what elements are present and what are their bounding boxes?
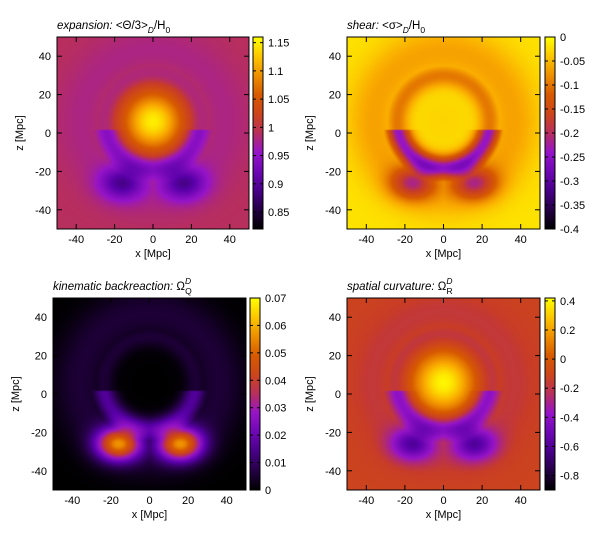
x-tick-label: -20 (107, 234, 123, 246)
x-axis-label: x [Mpc] (132, 509, 167, 521)
colorbar-tick-label: 1.1 (268, 66, 283, 78)
colorbar-tick-label: -0.25 (560, 152, 585, 164)
colorbar-tick-label: -0.4 (560, 412, 579, 424)
colorbar-tick-label: -0.3 (560, 176, 579, 188)
colorbar-tick-label: 1 (268, 122, 274, 134)
panel-1: expansion: <Θ/3>D/H0 -40 -20 0 20 40 -40 -20 0 20… (14, 20, 289, 260)
x-tick-label: 0 (150, 234, 156, 246)
x-tick-label: 20 (476, 495, 488, 507)
colorbar-tick-label: 0.95 (268, 151, 289, 163)
y-axis-label: z [Mpc] (304, 376, 316, 411)
y-tick-label: -40 (325, 205, 341, 217)
x-tick-label: 0 (146, 495, 152, 507)
colorbar-tick-label: -0.05 (560, 56, 585, 68)
y-tick-label: 40 (39, 51, 51, 63)
colorbar-tick-label: 0.03 (265, 403, 286, 415)
colorbar-tick-label: -0.4 (560, 224, 579, 236)
x-tick-label: 0 (440, 234, 446, 246)
colorbar-tick-label: 1.15 (268, 38, 289, 50)
colorbar-tick-label: 0.4 (560, 296, 575, 308)
x-axis-label: x [Mpc] (135, 248, 170, 260)
colorbar-tick-label: -0.1 (560, 80, 579, 92)
colorbar (544, 297, 556, 491)
colorbar-tick-label: -0.2 (560, 128, 579, 140)
x-tick-label: 0 (440, 495, 446, 507)
panel-3: kinematic backreaction: ΩD Q -40 -20 0 20 40 -4… (10, 276, 286, 521)
colorbar-tick-label: 0.04 (265, 375, 286, 387)
colorbar-tick-label: 0.9 (268, 179, 283, 191)
y-tick-label: 20 (35, 351, 47, 363)
colorbar-tick-label: 0.2 (560, 325, 575, 337)
colorbar (252, 36, 264, 230)
colorbar-tick-label: -0.8 (560, 470, 579, 482)
x-tick-label: 20 (185, 234, 197, 246)
colorbar-tick-label: 0.85 (268, 207, 289, 219)
colorbar-tick-label: 0.06 (265, 320, 286, 332)
heatmap-image (347, 298, 540, 490)
colorbar-tick-label: -0.6 (560, 441, 579, 453)
colorbar (249, 297, 261, 491)
panel-4: spatial curvature: ΩD R -40 -20 0 20 40 -40 -20 0… (304, 276, 579, 521)
x-tick-label: 20 (182, 495, 194, 507)
x-axis-label: x [Mpc] (426, 248, 461, 260)
colorbar-tick-label: 0.02 (265, 430, 286, 442)
x-tick-label: 40 (224, 234, 236, 246)
y-tick-label: 0 (335, 389, 341, 401)
y-tick-label: -40 (35, 205, 51, 217)
x-tick-label: -40 (64, 495, 80, 507)
y-axis-label: z [Mpc] (10, 376, 22, 411)
colorbar-tick-label: 0 (560, 32, 566, 44)
x-tick-label: -20 (103, 495, 119, 507)
colorbar-tick-label: -0.35 (560, 200, 585, 212)
x-tick-label: -20 (397, 234, 413, 246)
x-tick-label: -40 (358, 495, 374, 507)
y-tick-label: -40 (325, 466, 341, 478)
y-tick-label: 20 (329, 351, 341, 363)
x-tick-label: -20 (397, 495, 413, 507)
colorbar-tick-label: 0 (265, 485, 271, 497)
x-tick-label: 40 (515, 234, 527, 246)
y-tick-label: 40 (329, 51, 341, 63)
colorbar-tick-label: 0.05 (265, 348, 286, 360)
y-tick-label: 0 (41, 389, 47, 401)
x-tick-label: -40 (68, 234, 84, 246)
colorbar-tick-label: 1.05 (268, 94, 289, 106)
y-tick-label: 40 (329, 312, 341, 324)
x-axis-label: x [Mpc] (426, 509, 461, 521)
y-tick-label: -20 (31, 427, 47, 439)
colorbar-tick-label: -0.15 (560, 104, 585, 116)
y-tick-label: 0 (335, 128, 341, 140)
colorbar-tick-label: 0.07 (265, 293, 286, 305)
y-axis-label: z [Mpc] (14, 115, 26, 150)
y-tick-label: 40 (35, 312, 47, 324)
y-tick-label: 0 (45, 128, 51, 140)
heatmap-image (347, 37, 540, 229)
panel-title: kinematic backreaction: ΩD Q (53, 276, 192, 296)
y-tick-label: -20 (325, 427, 341, 439)
heatmap-image (57, 37, 249, 229)
heatmap-image (53, 298, 246, 490)
x-tick-label: -40 (358, 234, 374, 246)
colorbar-tick-label: 0 (560, 354, 566, 366)
y-axis-label: z [Mpc] (304, 115, 316, 150)
y-tick-label: -20 (325, 166, 341, 178)
colorbar-tick-label: 0.01 (265, 458, 286, 470)
panel-title: expansion: <Θ/3>D/H0 (57, 20, 170, 35)
x-tick-label: 20 (476, 234, 488, 246)
y-tick-label: -40 (31, 466, 47, 478)
y-tick-label: 20 (39, 90, 51, 102)
y-tick-label: -20 (35, 166, 51, 178)
panel-title: spatial curvature: ΩD R (347, 276, 453, 296)
y-tick-label: 20 (329, 90, 341, 102)
x-tick-label: 40 (515, 495, 527, 507)
panel-title: shear: <σ>D/H0 (347, 20, 425, 35)
panel-2: shear: <σ>D/H0 -40 -20 0 20 40 -40 -20 0 20 40 x [M… (304, 20, 585, 260)
colorbar-tick-label: -0.2 (560, 383, 579, 395)
x-tick-label: 40 (221, 495, 233, 507)
